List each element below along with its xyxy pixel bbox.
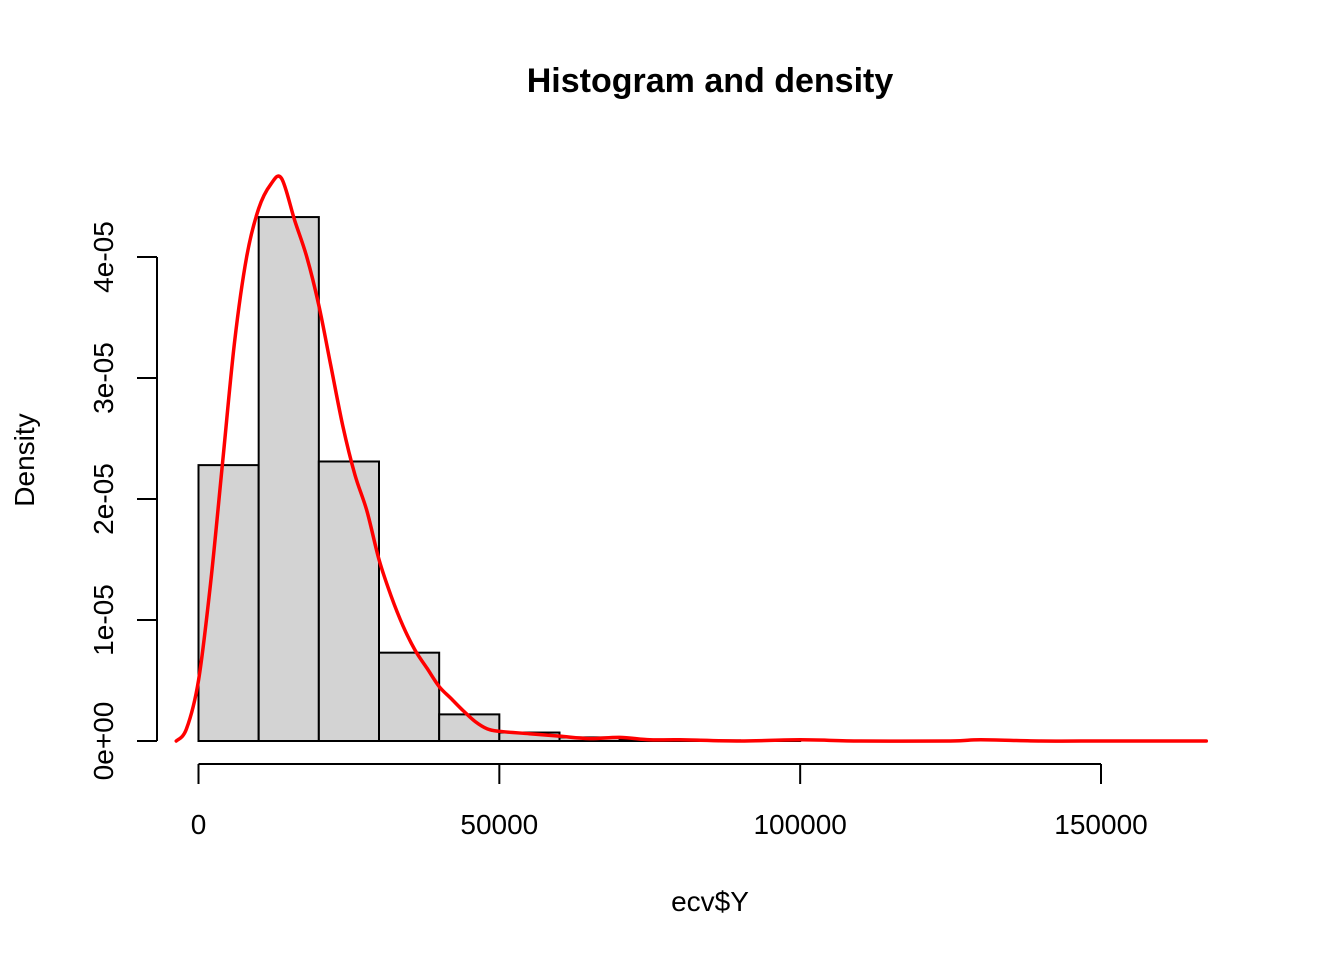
density-curve [174,174,1209,743]
chart-title: Histogram and density [527,62,894,100]
x-tick-label-2: 100000 [753,809,846,840]
y-tick-label-1: 1e-05 [88,584,119,656]
x-axis-label: ecv$Y [671,886,749,917]
y-tick-label-0: 0e+00 [88,702,119,781]
histogram-bars [197,216,802,743]
y-axis: 0e+00 1e-05 2e-05 3e-05 4e-05 [88,221,158,781]
x-tick-label-3: 150000 [1054,809,1147,840]
density-curve-layer [174,174,1209,743]
histogram-bar-2 [317,460,381,742]
y-tick-label-3: 3e-05 [88,342,119,414]
x-tick-label-0: 0 [191,809,207,840]
y-tick-label-4: 4e-05 [88,221,119,293]
y-tick-label-2: 2e-05 [88,463,119,535]
histogram-bar-1 [257,216,320,742]
x-axis: 0 50000 100000 150000 [191,763,1148,840]
x-tick-label-1: 50000 [460,809,538,840]
y-axis-label: Density [9,413,40,506]
histogram-bar-3 [378,651,441,742]
